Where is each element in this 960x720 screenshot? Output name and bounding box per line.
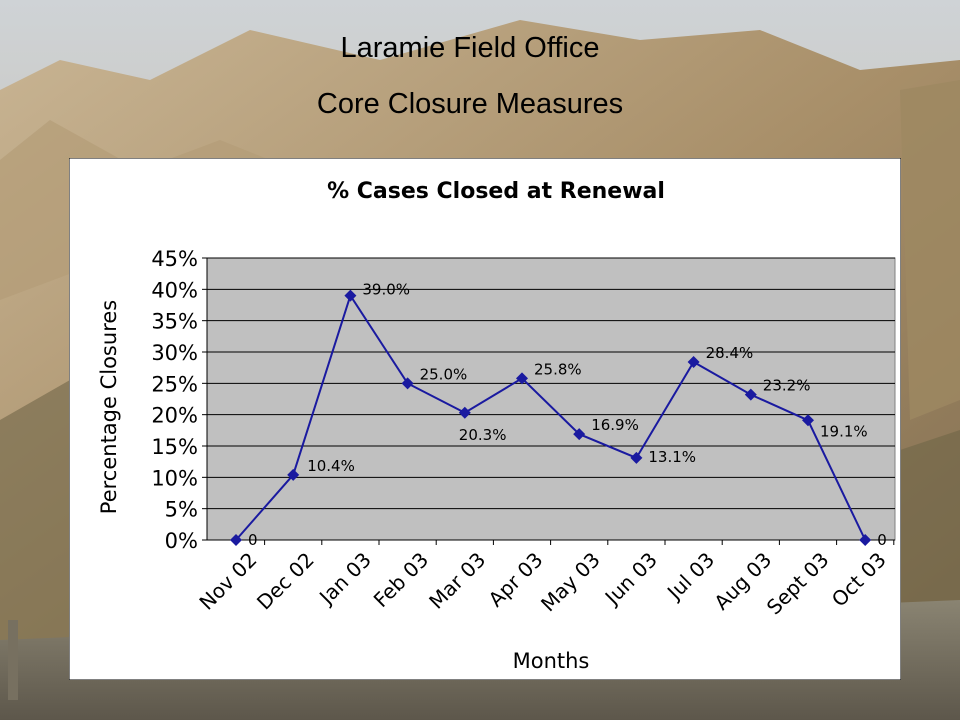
chart-title: % Cases Closed at Renewal (327, 179, 665, 204)
y-tick-label: 35% (151, 310, 198, 334)
y-tick-label: 20% (151, 404, 198, 428)
y-tick-label: 30% (151, 341, 198, 365)
y-tick-label: 10% (151, 466, 198, 490)
data-label: 28.4% (706, 344, 754, 362)
data-label: 25.8% (534, 360, 582, 378)
series-group: 0 10.4% 39.0% 25.0% 20.3% 25.8% 16.9% 13.1% 28.4… (230, 281, 887, 549)
data-label: 10.4% (307, 457, 355, 475)
data-label: 20.3% (459, 426, 507, 444)
data-label: 0 (248, 531, 258, 549)
data-point-marker (687, 356, 700, 369)
y-axis-label: Percentage Closures (97, 300, 121, 514)
data-point-marker (573, 428, 586, 441)
y-tick-label: 45% (151, 247, 198, 271)
data-point-marker (344, 289, 357, 302)
x-axis-label: Months (513, 649, 590, 673)
slide-title: Laramie Field Office (340, 32, 600, 64)
y-tick-label: 25% (151, 372, 198, 396)
data-label: 25.0% (420, 365, 468, 383)
y-tick-label: 5% (165, 498, 198, 522)
plot-area (206, 257, 896, 541)
data-label: 0 (877, 531, 887, 549)
data-point-marker (287, 468, 300, 481)
y-tick-label: 0% (165, 529, 198, 553)
data-point-marker (802, 414, 814, 427)
data-point-marker (230, 534, 242, 546)
data-label: 16.9% (591, 416, 639, 434)
data-label: 19.1% (820, 422, 868, 440)
y-tick-label: 15% (151, 435, 198, 459)
series-line (235, 293, 867, 541)
data-point-marker (458, 406, 471, 419)
data-point-marker (630, 451, 643, 464)
line-chart: % Cases Closed at Renewal 0% 5% 10% 15% 20% 2… (69, 158, 901, 680)
data-label: 13.1% (648, 448, 696, 466)
data-point-marker (744, 388, 757, 401)
y-tick-label: 40% (151, 278, 198, 302)
data-label: 39.0% (362, 281, 410, 299)
slide-subtitle: Core Closure Measures (316, 88, 624, 120)
data-point-marker (859, 534, 872, 546)
y-axis-ticks: 0% 5% 10% 15% 20% 25% 30% 35% 40% 45% (151, 247, 895, 553)
data-label: 23.2% (763, 377, 811, 395)
data-point-marker (401, 377, 414, 390)
data-point-marker (516, 372, 528, 385)
